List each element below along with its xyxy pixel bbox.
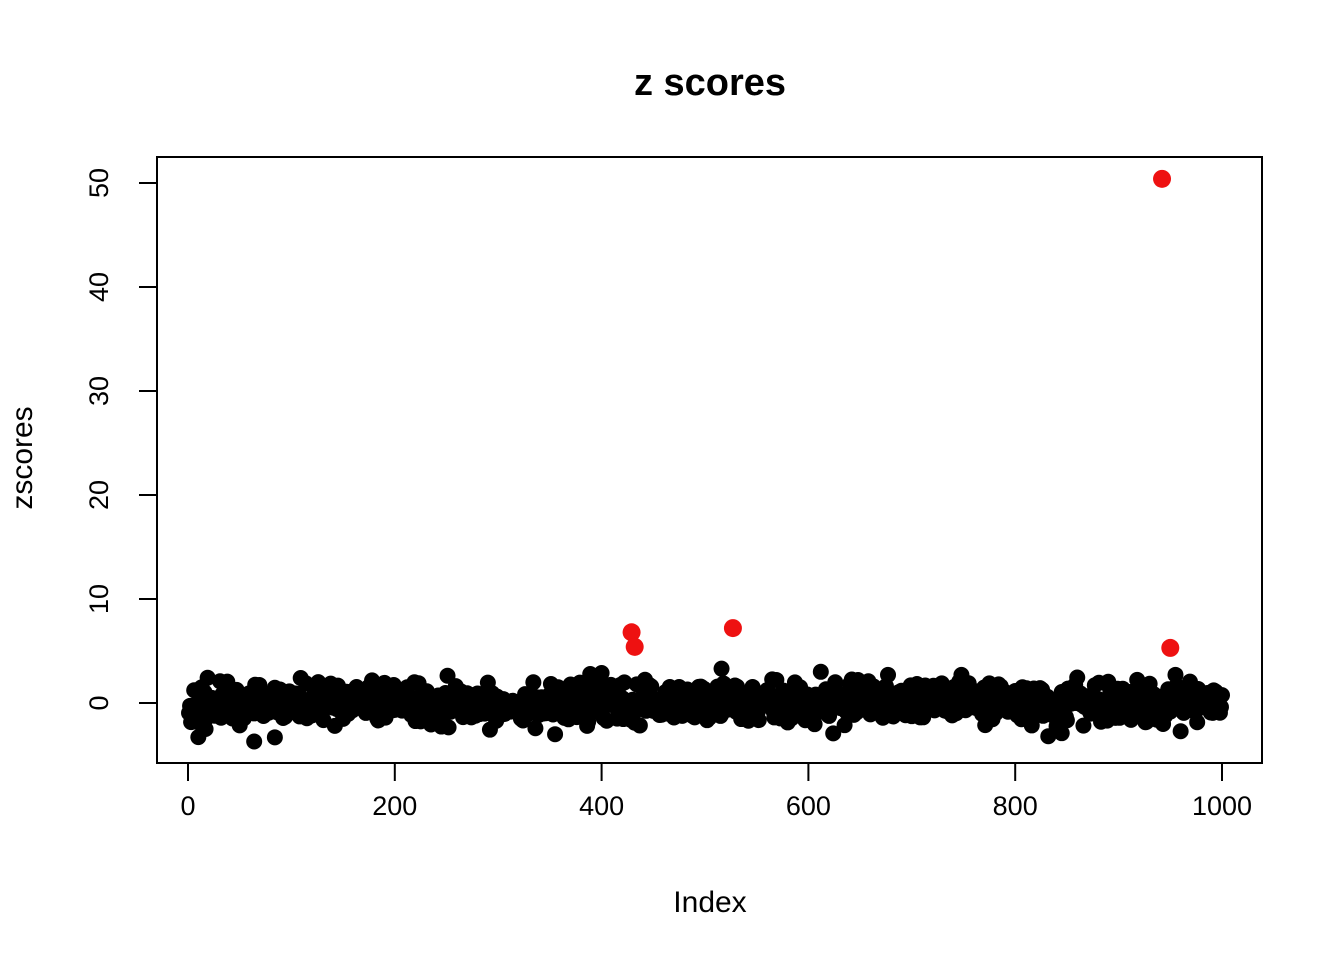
data-point <box>364 672 381 689</box>
data-point <box>440 719 457 736</box>
scatter-points <box>181 169 1230 750</box>
data-point <box>1214 687 1230 704</box>
x-tick-label: 400 <box>579 791 624 821</box>
data-point-notable <box>713 660 730 677</box>
data-point <box>525 674 542 691</box>
data-point-notable <box>246 733 263 750</box>
y-tick-label: 30 <box>84 376 114 406</box>
data-point <box>593 664 610 681</box>
y-tick-label: 10 <box>84 584 114 614</box>
outlier-point <box>723 619 742 638</box>
x-tick-label: 800 <box>993 791 1038 821</box>
plot-title: z scores <box>634 62 786 104</box>
y-tick-label: 50 <box>84 168 114 198</box>
data-point <box>1212 699 1229 716</box>
x-axis-label: Index <box>673 886 746 919</box>
data-point <box>1172 723 1189 740</box>
data-point-notable <box>1040 728 1057 745</box>
data-point-notable <box>1053 725 1070 742</box>
data-point <box>631 717 648 734</box>
data-point <box>199 669 216 686</box>
data-point <box>527 720 544 737</box>
y-axis-label: zscores <box>6 406 39 509</box>
y-tick-label: 40 <box>84 272 114 302</box>
x-tick-label: 200 <box>372 791 417 821</box>
plot-border-box <box>156 156 1263 764</box>
data-point-notable <box>197 721 214 737</box>
y-tick-label: 20 <box>84 480 114 510</box>
data-point-notable <box>547 726 564 743</box>
x-axis: 0 200 400 600 800 1000 <box>180 763 1252 821</box>
outlier-point <box>1161 638 1180 657</box>
data-point <box>616 674 633 691</box>
outlier-point <box>625 637 644 656</box>
x-tick-label: 1000 <box>1192 791 1252 821</box>
data-point <box>750 712 767 729</box>
x-tick-label: 0 <box>180 791 195 821</box>
data-point <box>1189 714 1206 731</box>
data-point <box>836 717 853 734</box>
data-point <box>825 725 842 742</box>
data-point <box>1075 717 1092 734</box>
data-point-notable <box>812 663 829 680</box>
data-point <box>1069 669 1086 686</box>
data-point-notable <box>880 666 897 683</box>
x-tick-label: 600 <box>786 791 831 821</box>
data-point <box>1129 671 1146 688</box>
outlier-point <box>1153 169 1172 188</box>
y-axis: 0 10 20 30 40 50 <box>84 168 157 711</box>
data-point <box>1058 712 1075 729</box>
y-tick-label: 0 <box>84 695 114 710</box>
outlier-point <box>622 623 641 642</box>
data-point-notable <box>266 729 283 746</box>
